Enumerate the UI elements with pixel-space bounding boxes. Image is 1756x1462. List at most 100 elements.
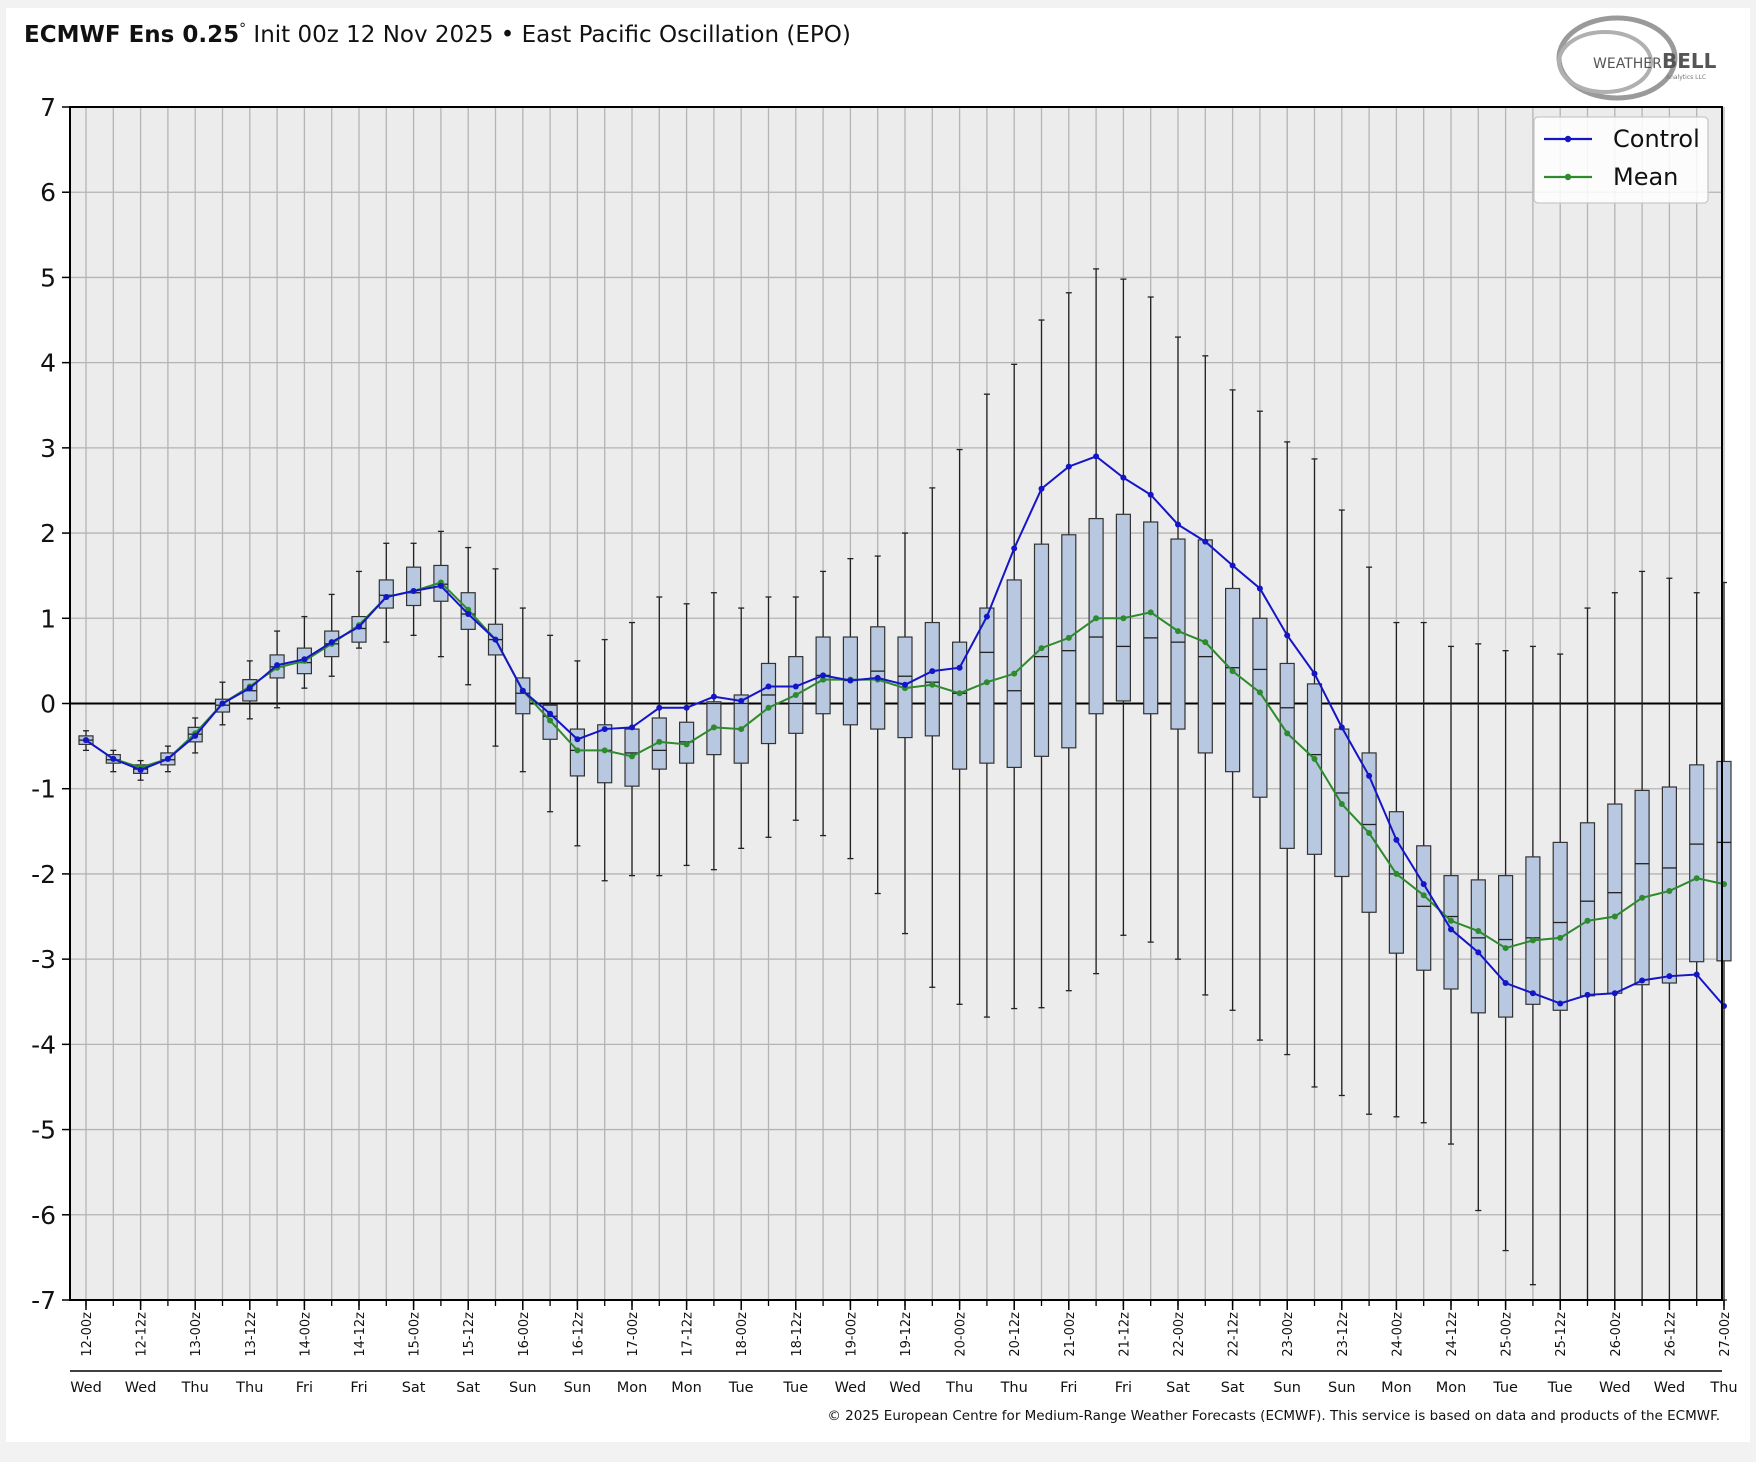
mean-point (983, 679, 990, 686)
control-point (519, 687, 526, 694)
box (760, 662, 777, 745)
box-plot (515, 607, 531, 773)
box (1416, 845, 1432, 971)
box (924, 621, 940, 737)
mean-point (1093, 615, 1100, 622)
mean-point (1284, 730, 1291, 737)
box (1661, 786, 1678, 984)
day-label: Mon (617, 1380, 648, 1396)
mean-point (1529, 937, 1536, 944)
control-point (164, 755, 171, 762)
box-plot (1197, 355, 1213, 996)
mean-point (629, 753, 635, 760)
control-point (1038, 485, 1045, 492)
day-label: Wed (889, 1380, 921, 1396)
box (1388, 811, 1405, 954)
day-label: Sat (456, 1380, 480, 1396)
box-plot (951, 448, 968, 1005)
day-label: Wed (1599, 1380, 1631, 1396)
box-plot (760, 596, 777, 838)
control-point (710, 693, 717, 700)
y-tick-label: -2 (31, 860, 56, 889)
control-point (1011, 545, 1018, 552)
day-label: Mon (1436, 1380, 1467, 1396)
control-point (1175, 521, 1181, 528)
box-plot (924, 487, 940, 988)
control-point (820, 672, 827, 679)
control-point (274, 662, 281, 669)
day-label: Mon (671, 1380, 702, 1396)
control-point (1393, 836, 1400, 843)
control-point (656, 704, 663, 711)
y-tick-label: 3 (40, 434, 56, 463)
box-plot (1006, 363, 1022, 1010)
chart-title: ECMWF Ens 0.25° Init 00z 12 Nov 2025 • E… (24, 21, 851, 48)
control-point (192, 732, 199, 739)
mean-point (956, 690, 963, 697)
x-tick-label: 15-00z (408, 1312, 423, 1357)
box-plot (1143, 296, 1159, 943)
control-point (1093, 453, 1100, 460)
day-label: Thu (1709, 1380, 1737, 1396)
mean-point (820, 676, 827, 683)
mean-point (656, 738, 663, 745)
x-tick-label: 26-00z (1609, 1312, 1624, 1357)
control-point (1502, 980, 1509, 987)
mean-point (574, 747, 581, 754)
box-plot (1306, 458, 1323, 1088)
day-label: Thu (1000, 1380, 1028, 1396)
control-point (301, 656, 308, 663)
mean-point (1666, 887, 1673, 894)
control-point (1611, 990, 1618, 997)
x-tick-label: 13-12z (244, 1312, 259, 1357)
control-point (683, 704, 690, 711)
mean-point (1639, 894, 1646, 901)
mean-point (1311, 755, 1318, 762)
day-label: Sat (1166, 1380, 1190, 1396)
mean-point (1202, 639, 1209, 646)
control-point (601, 726, 608, 733)
mean-point (765, 704, 772, 711)
control-point (983, 613, 990, 620)
y-tick-label: -5 (31, 1116, 56, 1145)
y-tick-label: 1 (40, 604, 56, 633)
control-point (1229, 562, 1236, 569)
box-plot (1470, 643, 1486, 1212)
box (1061, 534, 1077, 749)
weatherbell-logo: WEATHER BELL Analytics LLC (1556, 15, 1717, 101)
box-plot (1689, 592, 1705, 1301)
box-plot (1634, 570, 1650, 1301)
logo-tagline: Analytics LLC (1666, 74, 1706, 81)
mean-point (1448, 917, 1454, 924)
control-point (1448, 926, 1454, 933)
x-tick-label: 13-00z (189, 1312, 204, 1357)
control-point (1693, 971, 1700, 978)
control-point (1065, 463, 1072, 470)
control-point (1256, 585, 1263, 592)
x-tick-label: 23-12z (1336, 1312, 1351, 1357)
day-label: Sat (402, 1380, 426, 1396)
control-point (437, 582, 444, 589)
box-plot (1661, 577, 1678, 1301)
y-tick-label: -4 (31, 1030, 56, 1059)
x-tick-label: 18-12z (790, 1312, 805, 1357)
mean-point (1693, 875, 1700, 882)
box-plot (706, 592, 722, 871)
control-point (874, 674, 881, 681)
mean-point (792, 691, 799, 698)
x-tick-label: 16-12z (571, 1312, 586, 1357)
mean-point (1502, 945, 1509, 952)
control-point (1202, 538, 1209, 545)
mean-point (601, 747, 608, 754)
control-point (574, 736, 581, 743)
box (1306, 683, 1323, 855)
legend-label-control: Control (1613, 125, 1700, 153)
control-point (1529, 990, 1536, 997)
x-tick-label: 22-00z (1172, 1312, 1187, 1357)
box (1689, 764, 1705, 963)
control-point (1338, 724, 1345, 731)
x-tick-label: 15-12z (462, 1312, 477, 1357)
legend-marker-mean (1564, 173, 1572, 181)
control-point (465, 611, 472, 618)
